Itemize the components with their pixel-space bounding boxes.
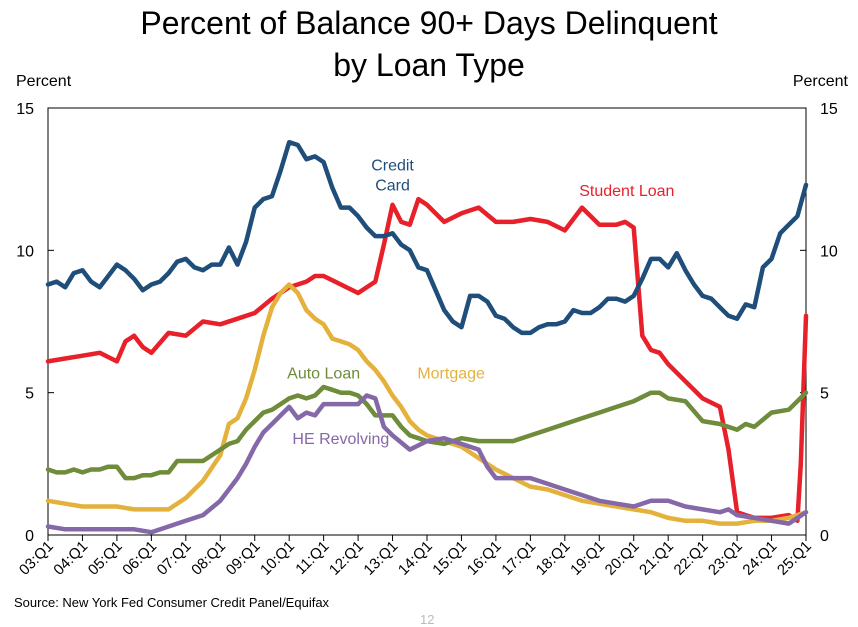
x-tick-label: 07:Q1 <box>154 538 195 579</box>
y-tick-label-left: 5 <box>25 386 34 403</box>
y-ticks-left: 0 5 10 15 <box>16 101 54 545</box>
x-tick-label: 20:Q1 <box>602 538 643 579</box>
x-ticks: 03:Q104:Q105:Q106:Q107:Q108:Q109:Q110:Q1… <box>16 535 815 579</box>
x-tick-label: 23:Q1 <box>705 538 746 579</box>
series-label-mortgage: Mortgage <box>417 365 485 382</box>
y-axis-label-left: Percent <box>16 73 72 90</box>
series-label-auto-loan: Auto Loan <box>287 365 360 382</box>
x-tick-label: 12:Q1 <box>326 538 367 579</box>
x-tick-label: 13:Q1 <box>360 538 401 579</box>
x-tick-label: 25:Q1 <box>774 538 815 579</box>
x-tick-label: 17:Q1 <box>498 538 539 579</box>
series-line-mortgage <box>45 282 809 526</box>
y-axis-label-right: Percent <box>792 73 848 90</box>
x-tick-label: 24:Q1 <box>739 538 780 579</box>
x-tick-label: 11:Q1 <box>292 538 332 578</box>
x-tick-label: 16:Q1 <box>464 538 505 579</box>
series-label-credit-card: Credit Card <box>371 158 414 195</box>
x-tick-label: 19:Q1 <box>567 538 608 579</box>
y-tick-label-left: 0 <box>25 528 34 545</box>
x-tick-label: 15:Q1 <box>429 538 470 579</box>
x-tick-label: 04:Q1 <box>50 538 91 579</box>
series-line-student-loan <box>45 196 809 524</box>
y-ticks-right: 0 5 10 15 <box>800 101 838 545</box>
y-tick-label-right: 0 <box>820 528 829 545</box>
y-tick-label-right: 15 <box>820 101 838 118</box>
source-note: Source: New York Fed Consumer Credit Pan… <box>14 595 330 610</box>
series-annotations: Credit Card Student Loan Auto Loan Mortgage H… <box>287 158 674 448</box>
x-tick-label: 10:Q1 <box>257 538 298 579</box>
x-tick-label: 22:Q1 <box>671 538 712 579</box>
y-tick-label-right: 10 <box>820 243 838 260</box>
page-number: 12 <box>420 612 435 627</box>
x-tick-label: 14:Q1 <box>395 538 436 579</box>
series-line-credit-card <box>45 139 809 336</box>
y-tick-label-left: 15 <box>16 101 34 118</box>
series-lines <box>45 139 809 535</box>
y-tick-label-right: 5 <box>820 386 829 403</box>
x-tick-label: 08:Q1 <box>188 538 229 579</box>
series-line-he-revolving <box>45 393 809 535</box>
chart-title-line-2: by Loan Type <box>333 47 525 83</box>
chart-title-line-1: Percent of Balance 90+ Days Delinquent <box>140 5 718 41</box>
series-label-he-revolving: HE Revolving <box>292 431 389 448</box>
x-tick-label: 03:Q1 <box>16 538 57 579</box>
x-tick-label: 21:Q1 <box>636 538 677 579</box>
series-label-student-loan: Student Loan <box>579 183 674 200</box>
x-tick-label: 06:Q1 <box>119 538 160 579</box>
x-tick-label: 05:Q1 <box>85 538 126 579</box>
x-tick-label: 18:Q1 <box>533 538 574 579</box>
y-tick-label-left: 10 <box>16 243 34 260</box>
x-tick-label: 09:Q1 <box>223 538 264 579</box>
series-line-auto-loan <box>45 384 809 481</box>
